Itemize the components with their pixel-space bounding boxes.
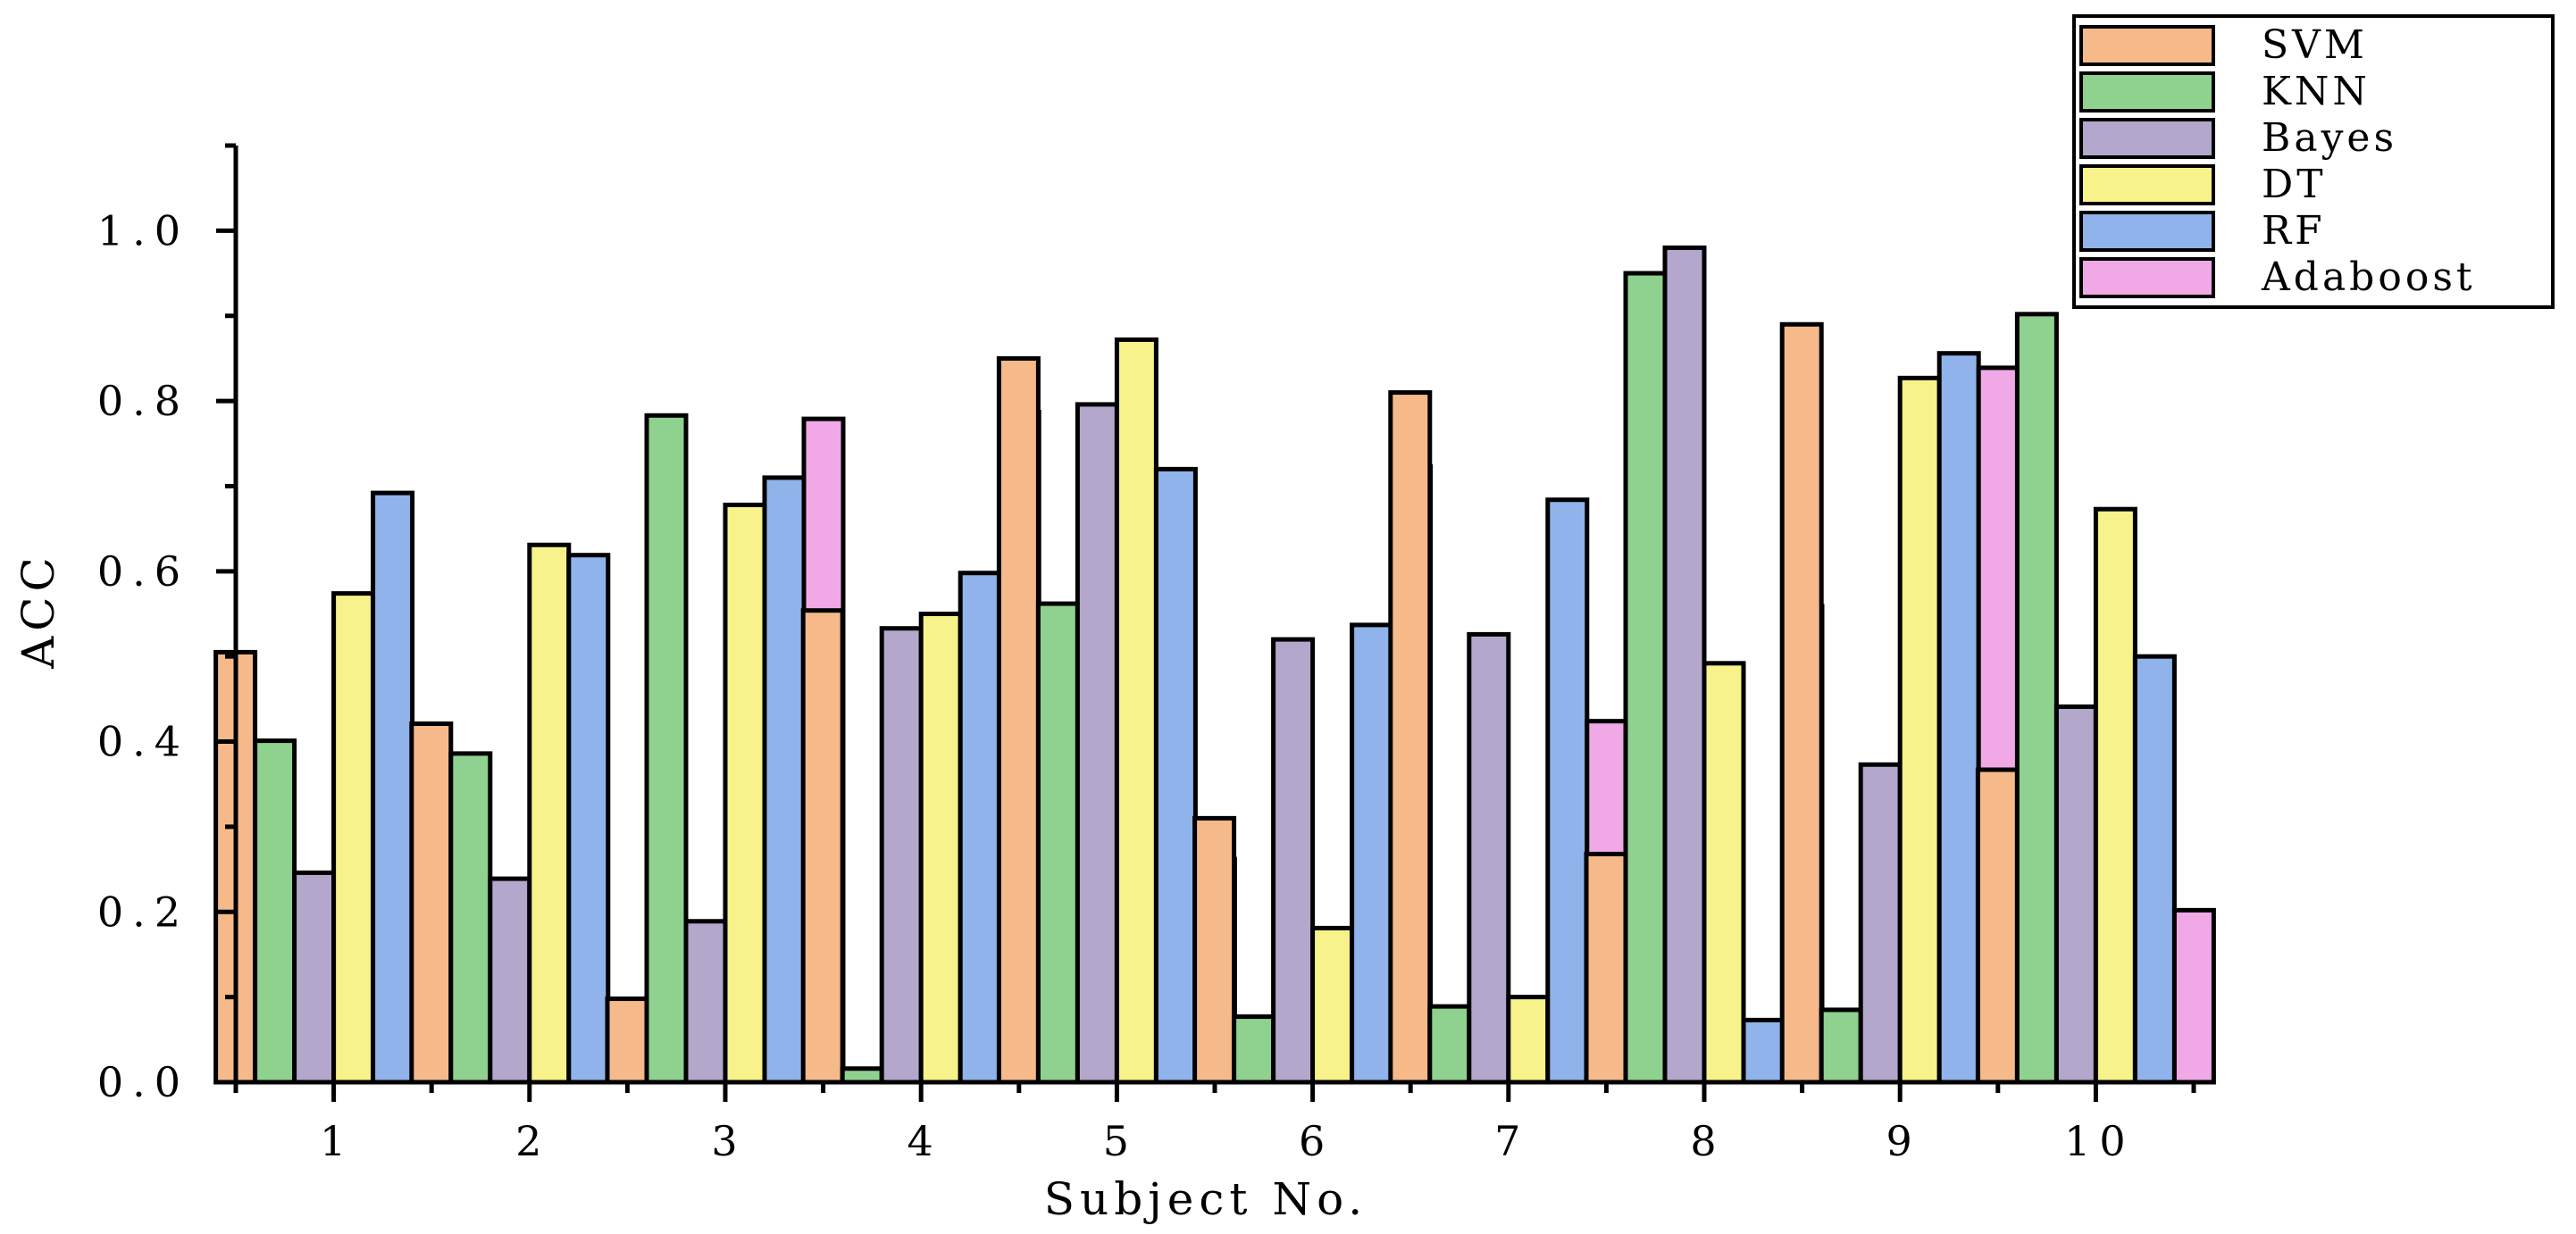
bar-svm-subject-6 bbox=[1192, 815, 1237, 1085]
bar-bayes-subject-5 bbox=[1075, 402, 1119, 1085]
legend-swatch-rf bbox=[2079, 211, 2215, 252]
bar-dt-subject-5 bbox=[1114, 337, 1158, 1085]
bar-bayes-subject-7 bbox=[1467, 631, 1511, 1085]
legend-label-svm: SVM bbox=[2262, 22, 2368, 68]
bar-svm-subject-9 bbox=[1779, 321, 1824, 1085]
x-tick-label: 5 bbox=[1103, 1117, 1138, 1165]
y-tick-label: 0.2 bbox=[97, 888, 189, 936]
bar-knn-subject-9 bbox=[1819, 1007, 1863, 1085]
y-tick-label: 1.0 bbox=[97, 206, 189, 254]
bar-knn-subject-10 bbox=[2014, 312, 2059, 1085]
legend-label-rf: RF bbox=[2262, 208, 2326, 254]
y-tick-label: 0.0 bbox=[97, 1058, 189, 1106]
bar-rf-subject-5 bbox=[1153, 466, 1198, 1085]
bar-dt-subject-3 bbox=[723, 502, 767, 1085]
bar-adaboost-subject-10 bbox=[2171, 907, 2216, 1085]
y-axis-title: ACC bbox=[13, 552, 64, 670]
bar-dt-subject-1 bbox=[331, 591, 376, 1085]
bar-dt-subject-7 bbox=[1506, 995, 1551, 1085]
bar-rf-subject-7 bbox=[1545, 497, 1590, 1085]
bar-dt-subject-2 bbox=[527, 542, 572, 1085]
x-tick-label: 1 bbox=[320, 1117, 355, 1165]
bars-layer bbox=[213, 245, 2216, 1085]
legend-label-adaboost: Adaboost bbox=[2261, 254, 2476, 300]
x-tick-label: 3 bbox=[711, 1117, 746, 1165]
bar-rf-subject-3 bbox=[762, 475, 807, 1085]
bar-rf-subject-4 bbox=[958, 571, 1002, 1085]
x-tick-label: 10 bbox=[2064, 1117, 2135, 1165]
x-tick-label: 4 bbox=[907, 1117, 942, 1165]
bar-dt-subject-9 bbox=[1897, 375, 1942, 1085]
bar-svm-subject-10 bbox=[1975, 767, 2020, 1085]
bar-rf-subject-1 bbox=[371, 490, 415, 1085]
bar-rf-subject-8 bbox=[1741, 1017, 1786, 1085]
bar-knn-subject-1 bbox=[253, 738, 297, 1085]
bar-knn-subject-3 bbox=[644, 413, 689, 1085]
x-tick-label: 8 bbox=[1690, 1117, 1725, 1165]
bar-bayes-subject-10 bbox=[2053, 704, 2098, 1085]
x-tick-label: 2 bbox=[515, 1117, 550, 1165]
bar-svm-subject-7 bbox=[1388, 390, 1433, 1085]
bar-bayes-subject-6 bbox=[1271, 637, 1316, 1085]
bar-svm-subject-8 bbox=[1584, 851, 1628, 1085]
bar-knn-subject-8 bbox=[1623, 271, 1668, 1085]
bar-bayes-subject-3 bbox=[683, 919, 728, 1085]
y-tick-label: 0.6 bbox=[97, 547, 189, 596]
x-tick-label: 6 bbox=[1299, 1117, 1334, 1165]
legend-swatch-knn bbox=[2079, 71, 2215, 113]
y-tick-label: 0.8 bbox=[97, 377, 189, 425]
bar-dt-subject-10 bbox=[2093, 506, 2137, 1085]
bar-rf-subject-2 bbox=[566, 553, 611, 1085]
bar-knn-subject-7 bbox=[1427, 1004, 1472, 1085]
bar-knn-subject-5 bbox=[1035, 601, 1080, 1085]
bar-bayes-subject-8 bbox=[1662, 245, 1707, 1085]
bar-bayes-subject-4 bbox=[879, 626, 924, 1085]
y-tick-label: 0.4 bbox=[97, 718, 189, 766]
bar-svm-subject-5 bbox=[996, 355, 1041, 1085]
bar-dt-subject-6 bbox=[1310, 925, 1355, 1085]
bar-rf-subject-10 bbox=[2132, 654, 2177, 1085]
bar-svm-subject-3 bbox=[605, 996, 649, 1085]
legend-swatch-bayes bbox=[2079, 118, 2215, 159]
bar-bayes-subject-9 bbox=[1858, 762, 1903, 1085]
bar-dt-subject-8 bbox=[1702, 661, 1746, 1085]
bar-rf-subject-9 bbox=[1936, 351, 1981, 1085]
legend-label-dt: DT bbox=[2262, 162, 2327, 207]
legend-swatch-dt bbox=[2079, 164, 2215, 205]
bar-svm-subject-4 bbox=[800, 608, 845, 1085]
legend-label-knn: KNN bbox=[2262, 69, 2371, 114]
bar-knn-subject-6 bbox=[1232, 1014, 1276, 1085]
legend-swatch-svm bbox=[2079, 25, 2215, 66]
legend-swatch-adaboost bbox=[2079, 257, 2215, 298]
bar-bayes-subject-2 bbox=[488, 876, 532, 1085]
bar-knn-subject-2 bbox=[448, 751, 493, 1085]
x-tick-label: 9 bbox=[1886, 1117, 1921, 1165]
x-tick-label: 7 bbox=[1494, 1117, 1529, 1165]
x-axis-title: Subject No. bbox=[1044, 1173, 1367, 1225]
bar-dt-subject-4 bbox=[918, 612, 963, 1085]
bar-svm-subject-2 bbox=[409, 721, 454, 1085]
axes-layer: 0.0 0.2 0.4 0.6 0.8 1.0 1 2 3 4 5 6 7 8 9 10 bbox=[97, 143, 2196, 1165]
bar-rf-subject-6 bbox=[1350, 622, 1394, 1085]
legend-label-bayes: Bayes bbox=[2262, 115, 2397, 161]
bar-bayes-subject-1 bbox=[292, 870, 337, 1085]
